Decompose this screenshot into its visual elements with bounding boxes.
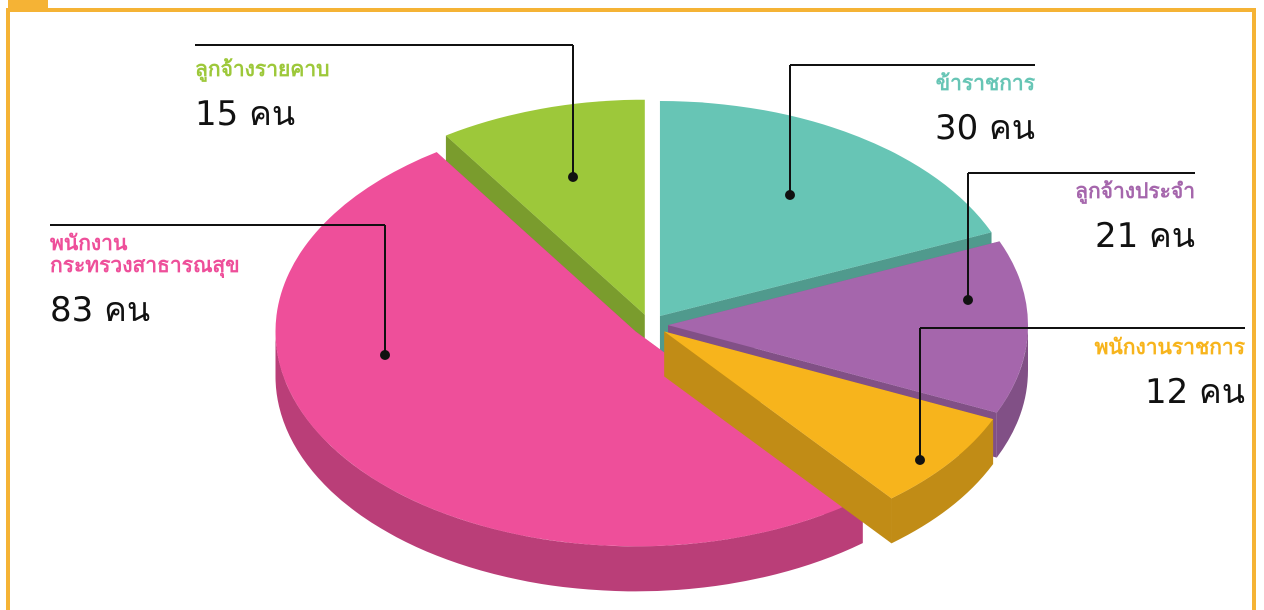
category-label: ข้าราชการ bbox=[935, 71, 1035, 95]
value-label: 15 คน bbox=[195, 94, 296, 134]
leader-dot bbox=[785, 190, 795, 200]
slice-wall bbox=[891, 419, 994, 544]
frame-tab bbox=[8, 0, 48, 10]
pie-slice bbox=[664, 331, 994, 499]
slice-label: พนักงาน กระทรวงสาธารณสุข 83 คน bbox=[50, 232, 410, 336]
leader-line bbox=[919, 327, 1245, 460]
pie-slice bbox=[275, 152, 863, 547]
leader-line bbox=[50, 224, 386, 355]
slice-label: พนักงานราชการ 12 คน bbox=[885, 336, 1245, 418]
leader-line bbox=[195, 44, 574, 177]
pie-slice bbox=[659, 101, 992, 317]
slice-label: ลูกจ้างรายคาบ 15 คน bbox=[195, 58, 555, 140]
leader-dot bbox=[963, 295, 973, 305]
category-label: ลูกจ้างประจำ bbox=[1075, 179, 1195, 203]
leader-dot bbox=[380, 350, 390, 360]
slice-label: ข้าราชการ 30 คน bbox=[675, 72, 1035, 154]
pie-slice bbox=[667, 241, 1028, 413]
value-label: 83 คน bbox=[50, 290, 151, 330]
value-label: 30 คน bbox=[934, 108, 1035, 148]
frame bbox=[6, 8, 1256, 610]
leader-line bbox=[789, 64, 1035, 195]
category-label: พนักงานราชการ bbox=[1094, 335, 1245, 359]
value-label: 21 คน bbox=[1094, 216, 1195, 256]
leader-dot bbox=[915, 455, 925, 465]
category-label: พนักงาน กระทรวงสาธารณสุข bbox=[50, 231, 240, 277]
value-label: 12 คน bbox=[1144, 372, 1245, 412]
category-label: ลูกจ้างรายคาบ bbox=[195, 57, 330, 81]
slice-wall bbox=[275, 331, 863, 592]
slice-cut bbox=[664, 331, 892, 544]
slice-label: ลูกจ้างประจำ 21 คน bbox=[835, 180, 1195, 262]
leader-dot bbox=[568, 172, 578, 182]
slice-wall bbox=[996, 325, 1028, 458]
pie-slice bbox=[445, 99, 645, 315]
leader-line bbox=[967, 172, 1195, 300]
